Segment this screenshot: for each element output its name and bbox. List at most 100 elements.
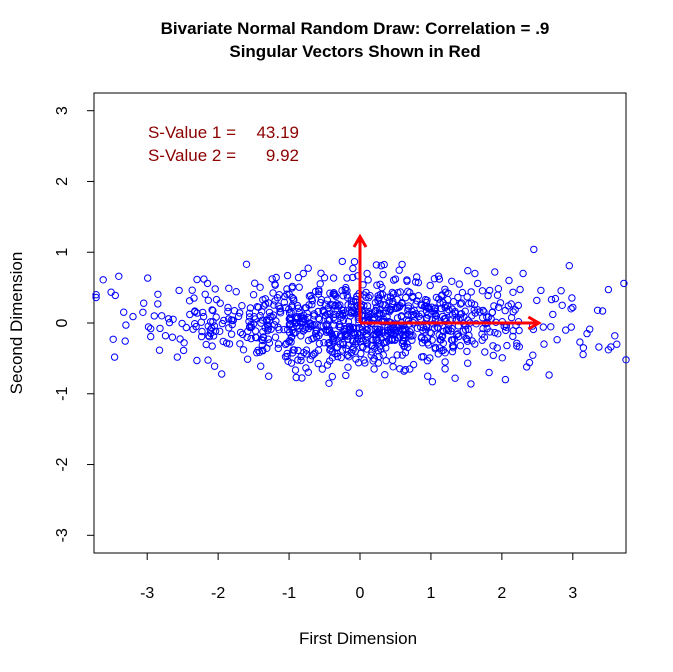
data-point xyxy=(344,351,352,359)
data-point xyxy=(464,325,472,333)
data-point xyxy=(198,327,206,336)
data-point xyxy=(258,346,266,354)
data-point xyxy=(389,290,398,298)
data-point xyxy=(302,364,310,372)
data-point xyxy=(225,340,234,348)
data-point xyxy=(393,314,402,322)
data-point xyxy=(236,328,245,337)
y-axis: -3 -2 -1 0 1 2 3 xyxy=(54,106,94,542)
data-point xyxy=(245,323,254,331)
data-point xyxy=(294,273,303,282)
data-point xyxy=(414,292,423,300)
data-point xyxy=(326,310,334,318)
data-point xyxy=(258,341,266,350)
data-point xyxy=(182,323,191,332)
data-point xyxy=(257,362,265,370)
data-point xyxy=(295,283,303,291)
data-point xyxy=(204,331,213,340)
data-point xyxy=(314,359,322,368)
data-point xyxy=(325,328,333,336)
data-point xyxy=(199,308,207,317)
data-point xyxy=(343,332,351,340)
data-point xyxy=(220,316,228,325)
data-point xyxy=(431,345,439,353)
data-point xyxy=(417,334,426,342)
data-point xyxy=(346,312,354,320)
x-tick-label: 1 xyxy=(426,585,435,602)
data-point xyxy=(562,326,570,334)
data-point xyxy=(441,285,449,293)
data-point xyxy=(287,359,296,367)
data-point xyxy=(547,323,555,331)
data-point xyxy=(261,324,269,332)
data-point xyxy=(155,346,164,354)
data-point xyxy=(372,336,380,344)
data-point xyxy=(208,342,216,350)
data-point xyxy=(328,372,336,381)
data-point xyxy=(425,341,433,349)
data-point xyxy=(199,312,208,321)
data-point xyxy=(481,348,489,356)
data-point xyxy=(533,296,541,305)
s-value-1-label: S-Value 1 = xyxy=(148,123,236,142)
data-point xyxy=(275,326,283,334)
data-point xyxy=(345,353,353,361)
data-point xyxy=(245,313,254,321)
data-point xyxy=(387,336,396,344)
data-point xyxy=(622,356,630,364)
data-point xyxy=(158,312,166,320)
data-point xyxy=(154,290,162,298)
data-point xyxy=(140,299,148,307)
data-point xyxy=(372,330,381,339)
data-point xyxy=(402,293,410,302)
data-point xyxy=(430,324,439,332)
data-point xyxy=(283,290,291,298)
data-point xyxy=(401,366,409,374)
data-point xyxy=(354,334,362,342)
data-point xyxy=(390,276,398,284)
data-point xyxy=(449,342,457,350)
data-point xyxy=(471,309,479,317)
data-point xyxy=(338,257,346,266)
data-point xyxy=(222,339,231,347)
data-point xyxy=(328,354,337,362)
data-point xyxy=(312,327,320,335)
x-tick-label: -2 xyxy=(211,585,225,602)
data-point xyxy=(539,323,547,331)
data-point xyxy=(387,328,396,337)
data-point xyxy=(285,320,294,329)
data-point xyxy=(264,325,272,333)
data-point xyxy=(316,280,324,288)
data-point xyxy=(463,347,471,356)
data-point xyxy=(92,291,100,299)
data-point xyxy=(515,343,523,351)
data-point xyxy=(211,285,219,293)
data-point xyxy=(394,289,402,297)
data-point xyxy=(339,339,347,347)
data-point xyxy=(306,355,314,364)
data-point xyxy=(400,342,408,351)
data-point xyxy=(489,342,497,350)
data-point xyxy=(319,322,327,330)
data-point xyxy=(372,261,381,269)
data-point xyxy=(259,336,267,345)
x-tick-label: 2 xyxy=(497,585,506,602)
data-point xyxy=(474,279,482,288)
data-point xyxy=(144,274,152,282)
data-point xyxy=(252,334,261,342)
data-point xyxy=(404,302,413,310)
data-point xyxy=(349,273,357,282)
data-point xyxy=(323,310,332,318)
data-point xyxy=(467,380,475,388)
data-point xyxy=(254,346,262,354)
data-point xyxy=(547,295,556,304)
data-point xyxy=(435,295,443,303)
data-point xyxy=(150,312,159,320)
chart-title: Bivariate Normal Random Draw: Correlatio… xyxy=(161,19,550,38)
data-point xyxy=(225,284,233,292)
data-point xyxy=(485,368,493,377)
data-point xyxy=(480,333,489,341)
data-point xyxy=(525,358,534,367)
data-point xyxy=(386,305,394,313)
data-point xyxy=(371,298,380,307)
